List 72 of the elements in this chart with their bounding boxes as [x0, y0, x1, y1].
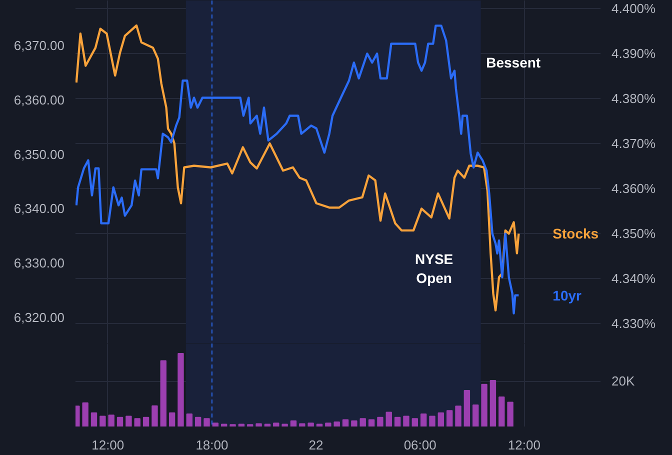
- y2-tick-label: 4.380%: [612, 91, 656, 106]
- bar: [446, 410, 453, 426]
- bar: [438, 412, 444, 426]
- bar: [108, 414, 114, 426]
- y-tick-label: 6,340.00: [14, 201, 65, 216]
- bar: [168, 412, 176, 426]
- y-tick-label: 6,350.00: [14, 146, 65, 162]
- annotation: NYSE Open: [415, 250, 454, 286]
- bar: [194, 416, 202, 426]
- y-tick-label: 6,320.00: [14, 310, 65, 325]
- bar: [412, 418, 418, 426]
- bar: [238, 424, 245, 426]
- x-tick-label: 12:00: [508, 438, 540, 452]
- bar: [316, 424, 323, 426]
- y2-tick-label: 4.330%: [612, 316, 656, 332]
- bar: [308, 422, 314, 426]
- bar: [220, 424, 228, 426]
- bar: [160, 360, 166, 426]
- bar: [377, 416, 384, 426]
- bar: [325, 422, 332, 426]
- bar: [360, 418, 366, 426]
- bar: [186, 414, 193, 426]
- y-tick-label: 6,330.00: [14, 256, 65, 271]
- annotation: Bessent: [486, 54, 541, 71]
- y-tick-label: 6,360.00: [14, 92, 65, 108]
- x-tick-label: 22: [308, 438, 324, 452]
- bar: [204, 418, 210, 426]
- bar: [178, 352, 184, 426]
- bar: [290, 420, 297, 426]
- bar: [282, 424, 288, 426]
- y-tick-label: 6,370.00: [14, 38, 65, 54]
- bar: [256, 423, 262, 426]
- bar: [90, 412, 98, 426]
- bar: [152, 405, 158, 426]
- bar: [507, 402, 514, 426]
- bar: [264, 424, 271, 426]
- bar: [420, 414, 427, 426]
- bar: [142, 416, 150, 426]
- bar: [351, 420, 358, 426]
- y2-tick-label: 4.340%: [612, 271, 656, 286]
- bar: [134, 418, 140, 426]
- bar: [368, 419, 375, 426]
- bar: [126, 416, 132, 426]
- text: 10yr: [552, 287, 582, 304]
- bar: [429, 416, 436, 426]
- bar: [498, 396, 505, 426]
- y2-tick-label: 20K: [612, 374, 635, 389]
- bar: [82, 402, 88, 426]
- x-tick-label: 18:00: [196, 438, 228, 452]
- y2-tick-label: 4.390%: [612, 46, 656, 62]
- bar: [490, 380, 496, 426]
- bar: [403, 416, 410, 426]
- text: Stocks: [552, 226, 599, 242]
- bar: [386, 412, 392, 426]
- bar: [299, 423, 306, 426]
- bar: [481, 384, 488, 426]
- y2-tick-label: 4.360%: [612, 181, 656, 196]
- bar: [455, 406, 462, 426]
- bar: [394, 416, 401, 426]
- bar: [273, 422, 280, 426]
- x-tick-label: 12:00: [92, 438, 124, 452]
- bar: [100, 416, 106, 426]
- bar: [212, 422, 219, 426]
- y2-tick-label: 4.350%: [612, 226, 656, 242]
- y2-tick-label: 4.400%: [612, 1, 656, 16]
- x-tick-label: 06:00: [404, 438, 436, 452]
- y2-tick-label: 4.370%: [612, 136, 656, 152]
- bar: [334, 421, 340, 426]
- bar: [472, 404, 479, 426]
- bar: [342, 419, 349, 426]
- bar: [464, 390, 470, 426]
- bar: [116, 416, 124, 426]
